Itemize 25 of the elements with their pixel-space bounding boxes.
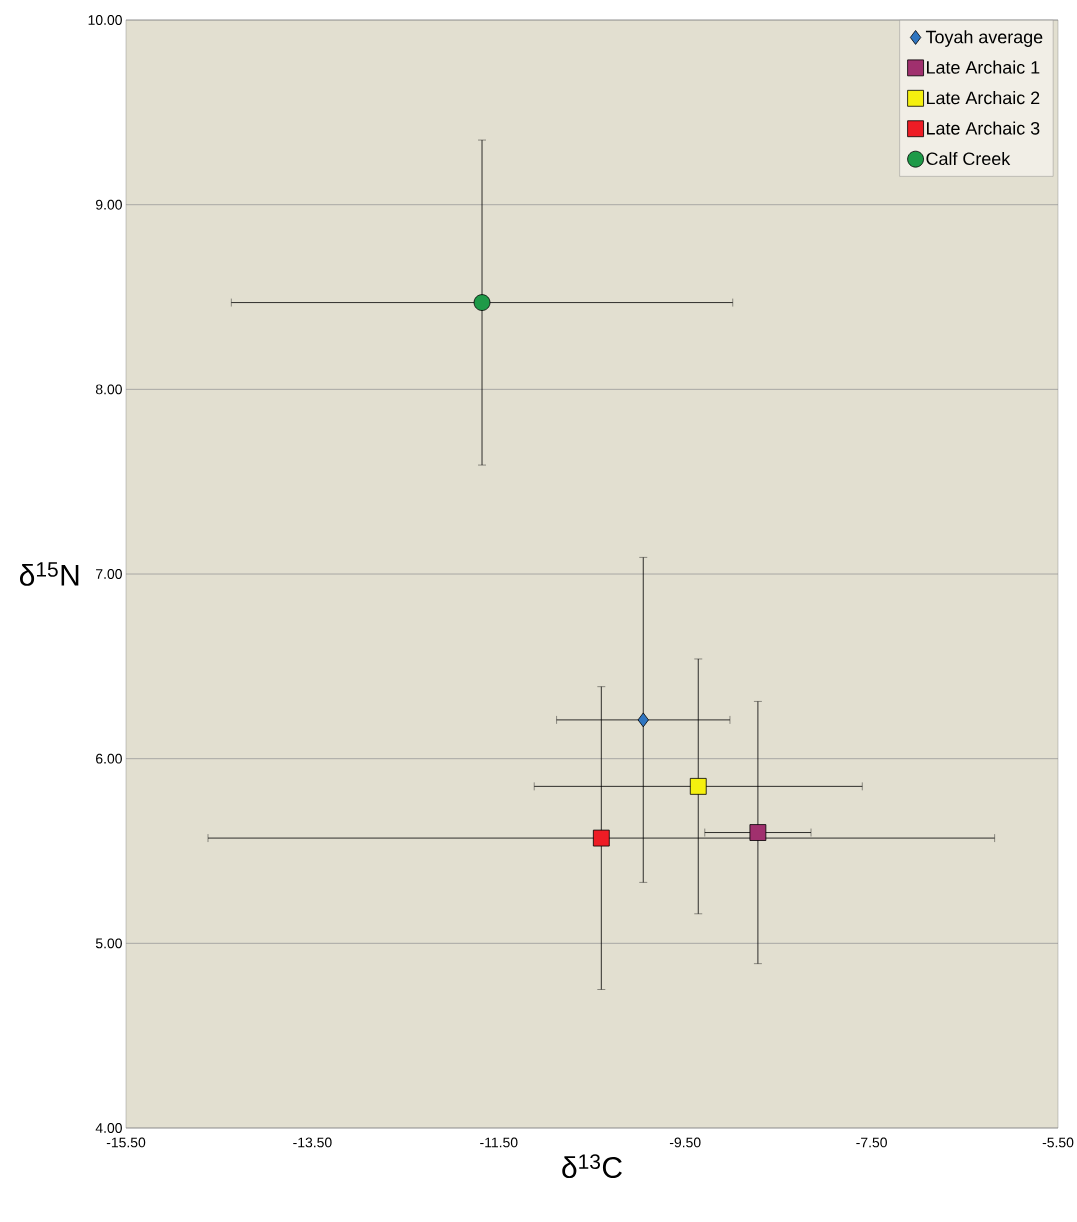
x-tick-label: -15.50 <box>106 1137 146 1148</box>
y-tick-label: 9.00 <box>95 199 122 210</box>
x-tick-label: -13.50 <box>293 1137 332 1148</box>
y-tick-label: 5.00 <box>95 938 122 949</box>
y-tick-label: 10.00 <box>88 15 122 25</box>
x-tick-label: -11.50 <box>480 1137 518 1148</box>
x-tick-label: -7.50 <box>856 1137 887 1148</box>
point <box>592 829 610 847</box>
point <box>749 824 767 841</box>
y-tick-label: 6.00 <box>95 753 122 764</box>
legend-label: Toyah average <box>925 30 1043 47</box>
x-tick-label: -5.50 <box>1042 1137 1074 1148</box>
point <box>689 778 707 795</box>
legend-label: Late Archaic 1 <box>926 60 1040 74</box>
legend-label: Calf Creek <box>926 151 1011 166</box>
y-axis-title: δ$^{15}$N <box>19 562 79 586</box>
point <box>473 294 491 311</box>
y-tick-label: 8.00 <box>95 384 122 395</box>
y-tick-label: 7.00 <box>95 569 122 579</box>
x-tick-label: -9.50 <box>669 1137 701 1148</box>
point <box>637 712 649 728</box>
y-tick-label: 4.00 <box>95 1123 122 1133</box>
x-axis-title: δ$^{13}$C <box>562 1154 622 1179</box>
legend-label: Late Archaic 2 <box>926 91 1040 105</box>
legend-label: Late Archaic 3 <box>926 121 1040 135</box>
